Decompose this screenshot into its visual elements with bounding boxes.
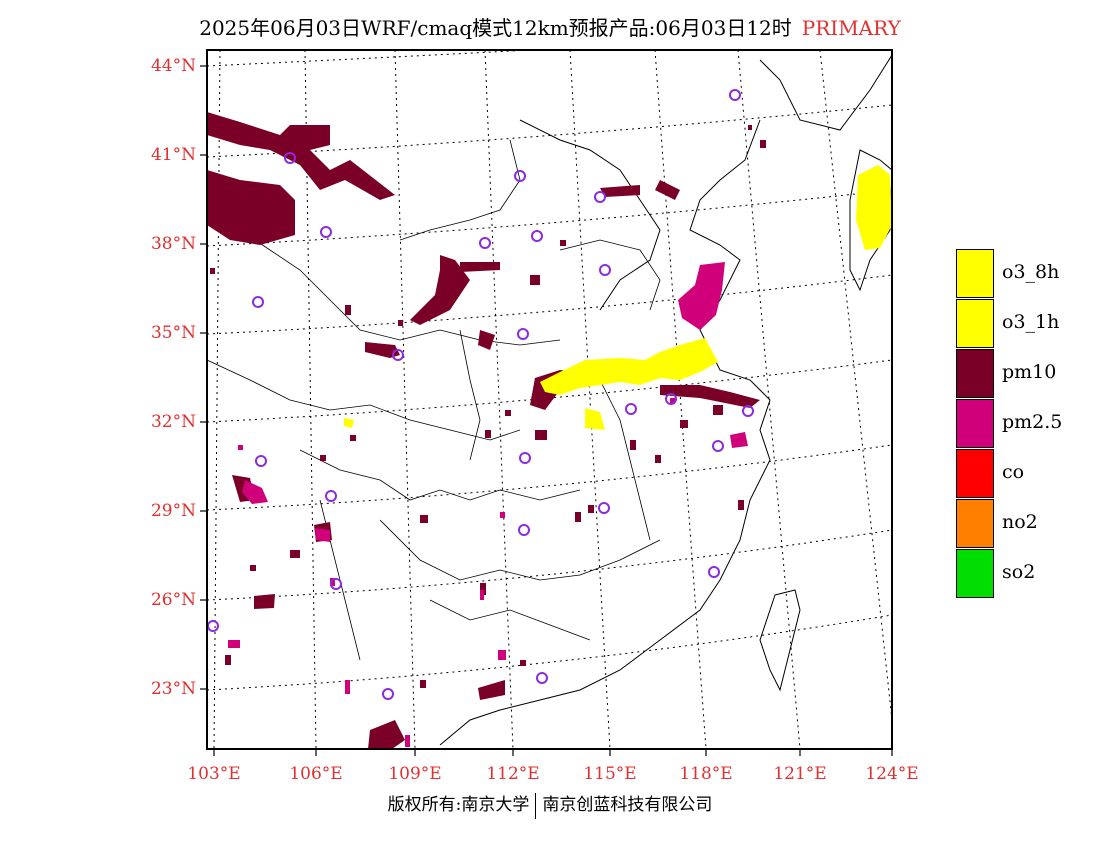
o3-areas [344,165,892,430]
map-border [206,49,893,750]
footer-divider [535,792,537,819]
copyright-footer: 版权所有:南京大学 南京创蓝科技有限公司 [0,790,1100,819]
lon-label-124: 124°E [865,764,919,784]
lat-label-35: 35°N [150,323,196,343]
legend-label: o3_8h [1002,261,1060,283]
pm10-areas [207,112,760,749]
legend-swatch [956,549,994,598]
lat-label-29: 29°N [150,501,196,521]
legend-label: pm10 [1002,361,1057,383]
legend-swatch [956,449,994,498]
legend-label: o3_1h [1002,311,1060,333]
map-title: 2025年06月03日WRF/cmaq模式12km预报产品:06月03日12时 P… [0,12,1100,41]
lon-label-121: 121°E [773,764,827,784]
lat-label-23: 23°N [150,679,196,699]
lon-label-115: 115°E [583,764,637,784]
lat-label-44: 44°N [150,56,196,76]
pm25-dots [238,398,675,747]
legend-swatch [956,499,994,548]
province-borders [207,139,661,661]
legend-swatch [956,299,994,348]
lon-label-109: 109°E [388,764,442,784]
copyright-left: 版权所有:南京大学 [387,795,530,815]
lon-label-106: 106°E [289,764,343,784]
pm10-dots [210,125,766,688]
legend-label: no2 [1002,511,1038,533]
lon-label-118: 118°E [679,764,733,784]
primary-tag: PRIMARY [801,16,901,40]
lon-label-103: 103°E [187,764,241,784]
lat-label-32: 32°N [150,412,196,432]
title-text: 2025年06月03日WRF/cmaq模式12km预报产品:06月03日12时 [199,16,792,40]
legend-swatch [956,349,994,398]
coastline [439,54,892,746]
lat-label-41: 41°N [150,145,196,165]
legend-label: so2 [1002,561,1036,583]
copyright-right: 南京创蓝科技有限公司 [542,795,713,815]
pm25-areas [228,262,748,660]
lon-label-112: 112°E [486,764,540,784]
legend-label: pm2.5 [1002,411,1063,433]
stations [207,89,754,700]
legend-label: co [1002,461,1025,483]
legend-swatch [956,249,994,298]
tick-marks [200,65,893,756]
legend-swatch [956,399,994,448]
lat-label-38: 38°N [150,234,196,254]
lat-label-26: 26°N [150,590,196,610]
